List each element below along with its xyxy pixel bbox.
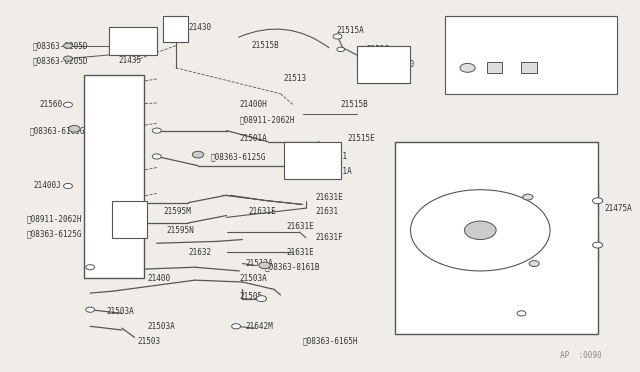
- Circle shape: [517, 311, 526, 316]
- Text: 21475: 21475: [496, 230, 519, 238]
- Circle shape: [523, 194, 533, 200]
- Circle shape: [86, 264, 95, 270]
- Text: Ⓝ08363-6125G: Ⓝ08363-6125G: [27, 230, 83, 238]
- Text: 21501A: 21501A: [239, 134, 267, 142]
- Text: 24346Y: 24346Y: [522, 71, 549, 80]
- Circle shape: [192, 151, 204, 158]
- Text: 21632: 21632: [189, 248, 212, 257]
- Text: 21591: 21591: [417, 263, 440, 272]
- Circle shape: [593, 198, 603, 204]
- Text: Ⓝ08363-8161B: Ⓝ08363-8161B: [264, 263, 320, 272]
- Text: 92122: 92122: [442, 218, 465, 227]
- Text: 21516: 21516: [366, 45, 389, 54]
- Circle shape: [333, 34, 342, 39]
- Text: 21515A: 21515A: [336, 26, 364, 35]
- Text: 21642M: 21642M: [246, 322, 273, 331]
- Circle shape: [63, 102, 72, 108]
- Text: 21400H: 21400H: [239, 100, 267, 109]
- Text: 21519: 21519: [544, 314, 567, 323]
- Text: 21515E: 21515E: [347, 134, 375, 142]
- Bar: [522, 62, 538, 73]
- Circle shape: [63, 183, 72, 189]
- Bar: [445, 16, 616, 94]
- Text: 21480: 21480: [122, 215, 145, 224]
- Text: 21505: 21505: [239, 292, 262, 301]
- Text: 21503A: 21503A: [239, 274, 267, 283]
- Text: 21597: 21597: [404, 215, 428, 224]
- Text: 21503A: 21503A: [147, 322, 175, 331]
- Circle shape: [593, 242, 603, 248]
- Text: 21400: 21400: [147, 274, 170, 283]
- Bar: [109, 27, 157, 55]
- Text: 21501: 21501: [325, 152, 348, 161]
- Text: 92121M: 92121M: [417, 193, 445, 202]
- Circle shape: [63, 56, 72, 61]
- Text: 21595N: 21595N: [166, 226, 194, 235]
- Circle shape: [86, 307, 95, 312]
- Text: 21515B: 21515B: [252, 41, 280, 50]
- Text: 21631E: 21631E: [249, 207, 276, 217]
- Text: Ⓝ08363-6165G: Ⓝ08363-6165G: [30, 126, 85, 135]
- Text: 21595M: 21595M: [163, 207, 191, 217]
- Text: 21435: 21435: [119, 56, 142, 65]
- Bar: [113, 201, 147, 238]
- Bar: [84, 75, 144, 278]
- Circle shape: [337, 47, 344, 52]
- Bar: [395, 142, 598, 334]
- Text: 21503: 21503: [138, 337, 161, 346]
- Text: 21631E: 21631E: [287, 222, 315, 231]
- Text: 21513A: 21513A: [246, 259, 273, 268]
- Circle shape: [257, 296, 266, 302]
- Text: 21430: 21430: [189, 23, 212, 32]
- Text: Ⓝ08363-6205D: Ⓝ08363-6205D: [33, 56, 88, 65]
- Text: 21510: 21510: [392, 60, 415, 69]
- Text: 21574P: 21574P: [474, 23, 502, 32]
- Circle shape: [259, 262, 270, 269]
- Text: Ⓝ08363-6125G: Ⓝ08363-6125G: [211, 152, 266, 161]
- Circle shape: [460, 63, 475, 72]
- Text: 21590: 21590: [417, 145, 440, 154]
- Text: Ⓝ08363-6165H: Ⓝ08363-6165H: [303, 337, 358, 346]
- Circle shape: [232, 324, 241, 329]
- Text: 21435M: 21435M: [293, 155, 321, 165]
- Text: 21560: 21560: [40, 100, 63, 109]
- Text: ⓝ08911-2062H: ⓝ08911-2062H: [27, 215, 83, 224]
- Text: 21400J: 21400J: [33, 182, 61, 190]
- Circle shape: [152, 154, 161, 159]
- Text: 21513: 21513: [284, 74, 307, 83]
- Text: AP  :0090: AP :0090: [559, 350, 601, 359]
- Bar: [284, 142, 340, 179]
- Text: 21493: 21493: [506, 314, 529, 323]
- Text: 21631E: 21631E: [316, 193, 343, 202]
- Text: 21631: 21631: [316, 207, 339, 217]
- Circle shape: [529, 260, 540, 266]
- Text: 21503A: 21503A: [106, 307, 134, 316]
- Circle shape: [152, 128, 161, 133]
- Text: 21515B: 21515B: [340, 100, 369, 109]
- Text: Ⓝ08363-6205D: Ⓝ08363-6205D: [33, 41, 88, 50]
- Text: 21475A: 21475A: [604, 203, 632, 213]
- Bar: [163, 16, 189, 42]
- Text: ⓝ08911-2062H: ⓝ08911-2062H: [239, 115, 295, 124]
- Text: 21631E: 21631E: [287, 248, 315, 257]
- Circle shape: [63, 43, 72, 48]
- Polygon shape: [290, 158, 332, 169]
- Circle shape: [68, 125, 80, 132]
- Text: 24346X: 24346X: [445, 71, 473, 80]
- Text: 21631F: 21631F: [316, 233, 343, 242]
- Circle shape: [465, 221, 496, 240]
- Bar: [486, 62, 502, 73]
- Text: 21501A: 21501A: [325, 167, 353, 176]
- Bar: [356, 46, 410, 83]
